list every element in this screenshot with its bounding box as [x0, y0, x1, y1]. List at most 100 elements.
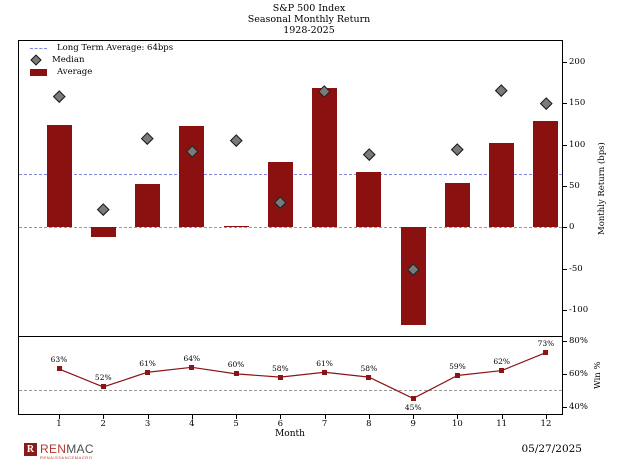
win-marker-month-6: [277, 374, 283, 380]
x-tick: [368, 415, 370, 419]
y-tick: [563, 268, 567, 270]
y-tick-label: 50: [569, 181, 580, 191]
renmac-logo-icon: R: [24, 443, 37, 456]
x-tick-label-6: 6: [277, 419, 284, 429]
renmac-logo-subtext: RENAISSANCEMACRO: [40, 455, 93, 460]
win-marker-month-3: [145, 369, 151, 375]
win-label-month-10: 59%: [449, 362, 466, 371]
win-marker-month-4: [189, 364, 195, 370]
title-line-2: Seasonal Monthly Return: [247, 14, 371, 25]
x-tick-label-11: 11: [496, 419, 508, 429]
x-tick: [280, 415, 282, 419]
y-tick-label: 60%: [569, 368, 588, 379]
y-tick: [563, 373, 567, 375]
x-axis-label-month: Month: [275, 429, 305, 439]
chart-title: S&P 500 Index Seasonal Monthly Return 19…: [0, 3, 618, 36]
win-label-month-4: 64%: [183, 353, 201, 363]
y-tick: [563, 61, 567, 63]
y-tick: [563, 310, 567, 312]
win-label-month-11: 62%: [493, 357, 511, 367]
x-tick: [545, 415, 547, 419]
win-marker-month-1: [56, 366, 62, 372]
x-tick-label-9: 9: [410, 419, 416, 429]
y-tick-label: -50: [569, 263, 583, 274]
win-marker-month-2: [100, 384, 106, 390]
bar-month-11: [489, 142, 515, 228]
renmac-logo-text: RENMAC: [40, 442, 94, 456]
legend-item-average: Average: [30, 66, 173, 78]
x-tick-label-7: 7: [321, 419, 328, 429]
win-line-svg: [58, 352, 547, 400]
legend-label-average: Average: [57, 67, 93, 77]
title-line-3: 1928-2025: [283, 25, 335, 36]
bar-month-3: [135, 184, 161, 228]
win-label-month-8: 58%: [360, 363, 378, 373]
win-marker-month-9: [410, 395, 416, 401]
x-tick: [324, 415, 326, 419]
win-marker-month-11: [499, 368, 505, 374]
win-line: [58, 352, 547, 400]
x-tick-label-5: 5: [233, 419, 239, 429]
bar-month-8: [356, 171, 382, 228]
win-label-month-5: 60%: [227, 360, 245, 370]
y-tick: [563, 103, 567, 105]
win-label-month-3: 61%: [139, 358, 156, 368]
win-pct-panel: [18, 336, 563, 415]
x-tick: [59, 415, 60, 419]
bar-month-2: [90, 227, 116, 237]
fifty-pct-line: [19, 390, 562, 392]
y-tick-label: 80%: [569, 336, 588, 347]
logo-ren: REN: [40, 442, 67, 456]
x-tick: [457, 415, 459, 419]
legend-label-median: Median: [52, 55, 85, 65]
y-tick-label: -100: [569, 305, 589, 316]
y-tick: [563, 406, 567, 408]
win-marker-month-10: [454, 373, 460, 378]
x-tick: [191, 415, 193, 419]
win-label-month-1: 63%: [50, 355, 68, 365]
bar-month-7: [312, 88, 338, 228]
y-tick-label: 0: [569, 222, 575, 233]
x-tick: [413, 415, 415, 419]
y-tick-label: 150: [569, 98, 586, 109]
win-marker-month-12: [543, 350, 549, 356]
win-label-month-12: 73%: [537, 339, 555, 349]
legend-item-median: Median: [30, 54, 173, 66]
win-label-month-6: 58%: [272, 363, 289, 373]
x-tick-label-2: 2: [100, 419, 106, 429]
win-marker-month-7: [322, 369, 328, 375]
bar-month-6: [267, 161, 293, 228]
x-tick: [501, 415, 503, 419]
y-tick: [563, 144, 567, 146]
y-tick: [563, 227, 567, 229]
win-label-month-2: 52%: [94, 373, 112, 383]
x-tick: [103, 415, 105, 419]
x-tick-label-1: 1: [56, 419, 62, 429]
x-tick: [236, 415, 238, 419]
bar-month-9: [400, 227, 426, 326]
win-label-month-9: 45%: [404, 402, 422, 412]
y-tick-label: 40%: [569, 401, 588, 412]
legend-item-long-term-average: Long Term Average: 64bps: [30, 42, 173, 54]
title-line-1: S&P 500 Index: [272, 3, 346, 14]
win-marker-month-8: [366, 374, 372, 380]
bar-month-12: [533, 120, 559, 228]
x-tick-label-3: 3: [144, 419, 151, 429]
report-date: 05/27/2025: [521, 443, 582, 455]
y-tick-label: 200: [569, 56, 586, 67]
bar-month-10: [444, 182, 470, 228]
y-axis-label-monthly-return: Monthly Return (bps): [597, 142, 607, 235]
bar-month-5: [223, 225, 249, 228]
logo-mac: MAC: [66, 442, 94, 456]
legend-label-long-term-average: Long Term Average: 64bps: [57, 43, 174, 53]
legend: Long Term Average: 64bps Median Average: [30, 42, 173, 78]
x-tick-label-10: 10: [452, 419, 463, 429]
legend-dashed-line-swatch: [30, 47, 47, 49]
legend-diamond-icon: [30, 54, 42, 66]
legend-bar-swatch: [30, 68, 47, 76]
y-tick-label: 100: [569, 139, 586, 150]
y-tick: [563, 341, 567, 343]
win-marker-month-5: [233, 371, 239, 377]
x-tick: [147, 415, 149, 419]
